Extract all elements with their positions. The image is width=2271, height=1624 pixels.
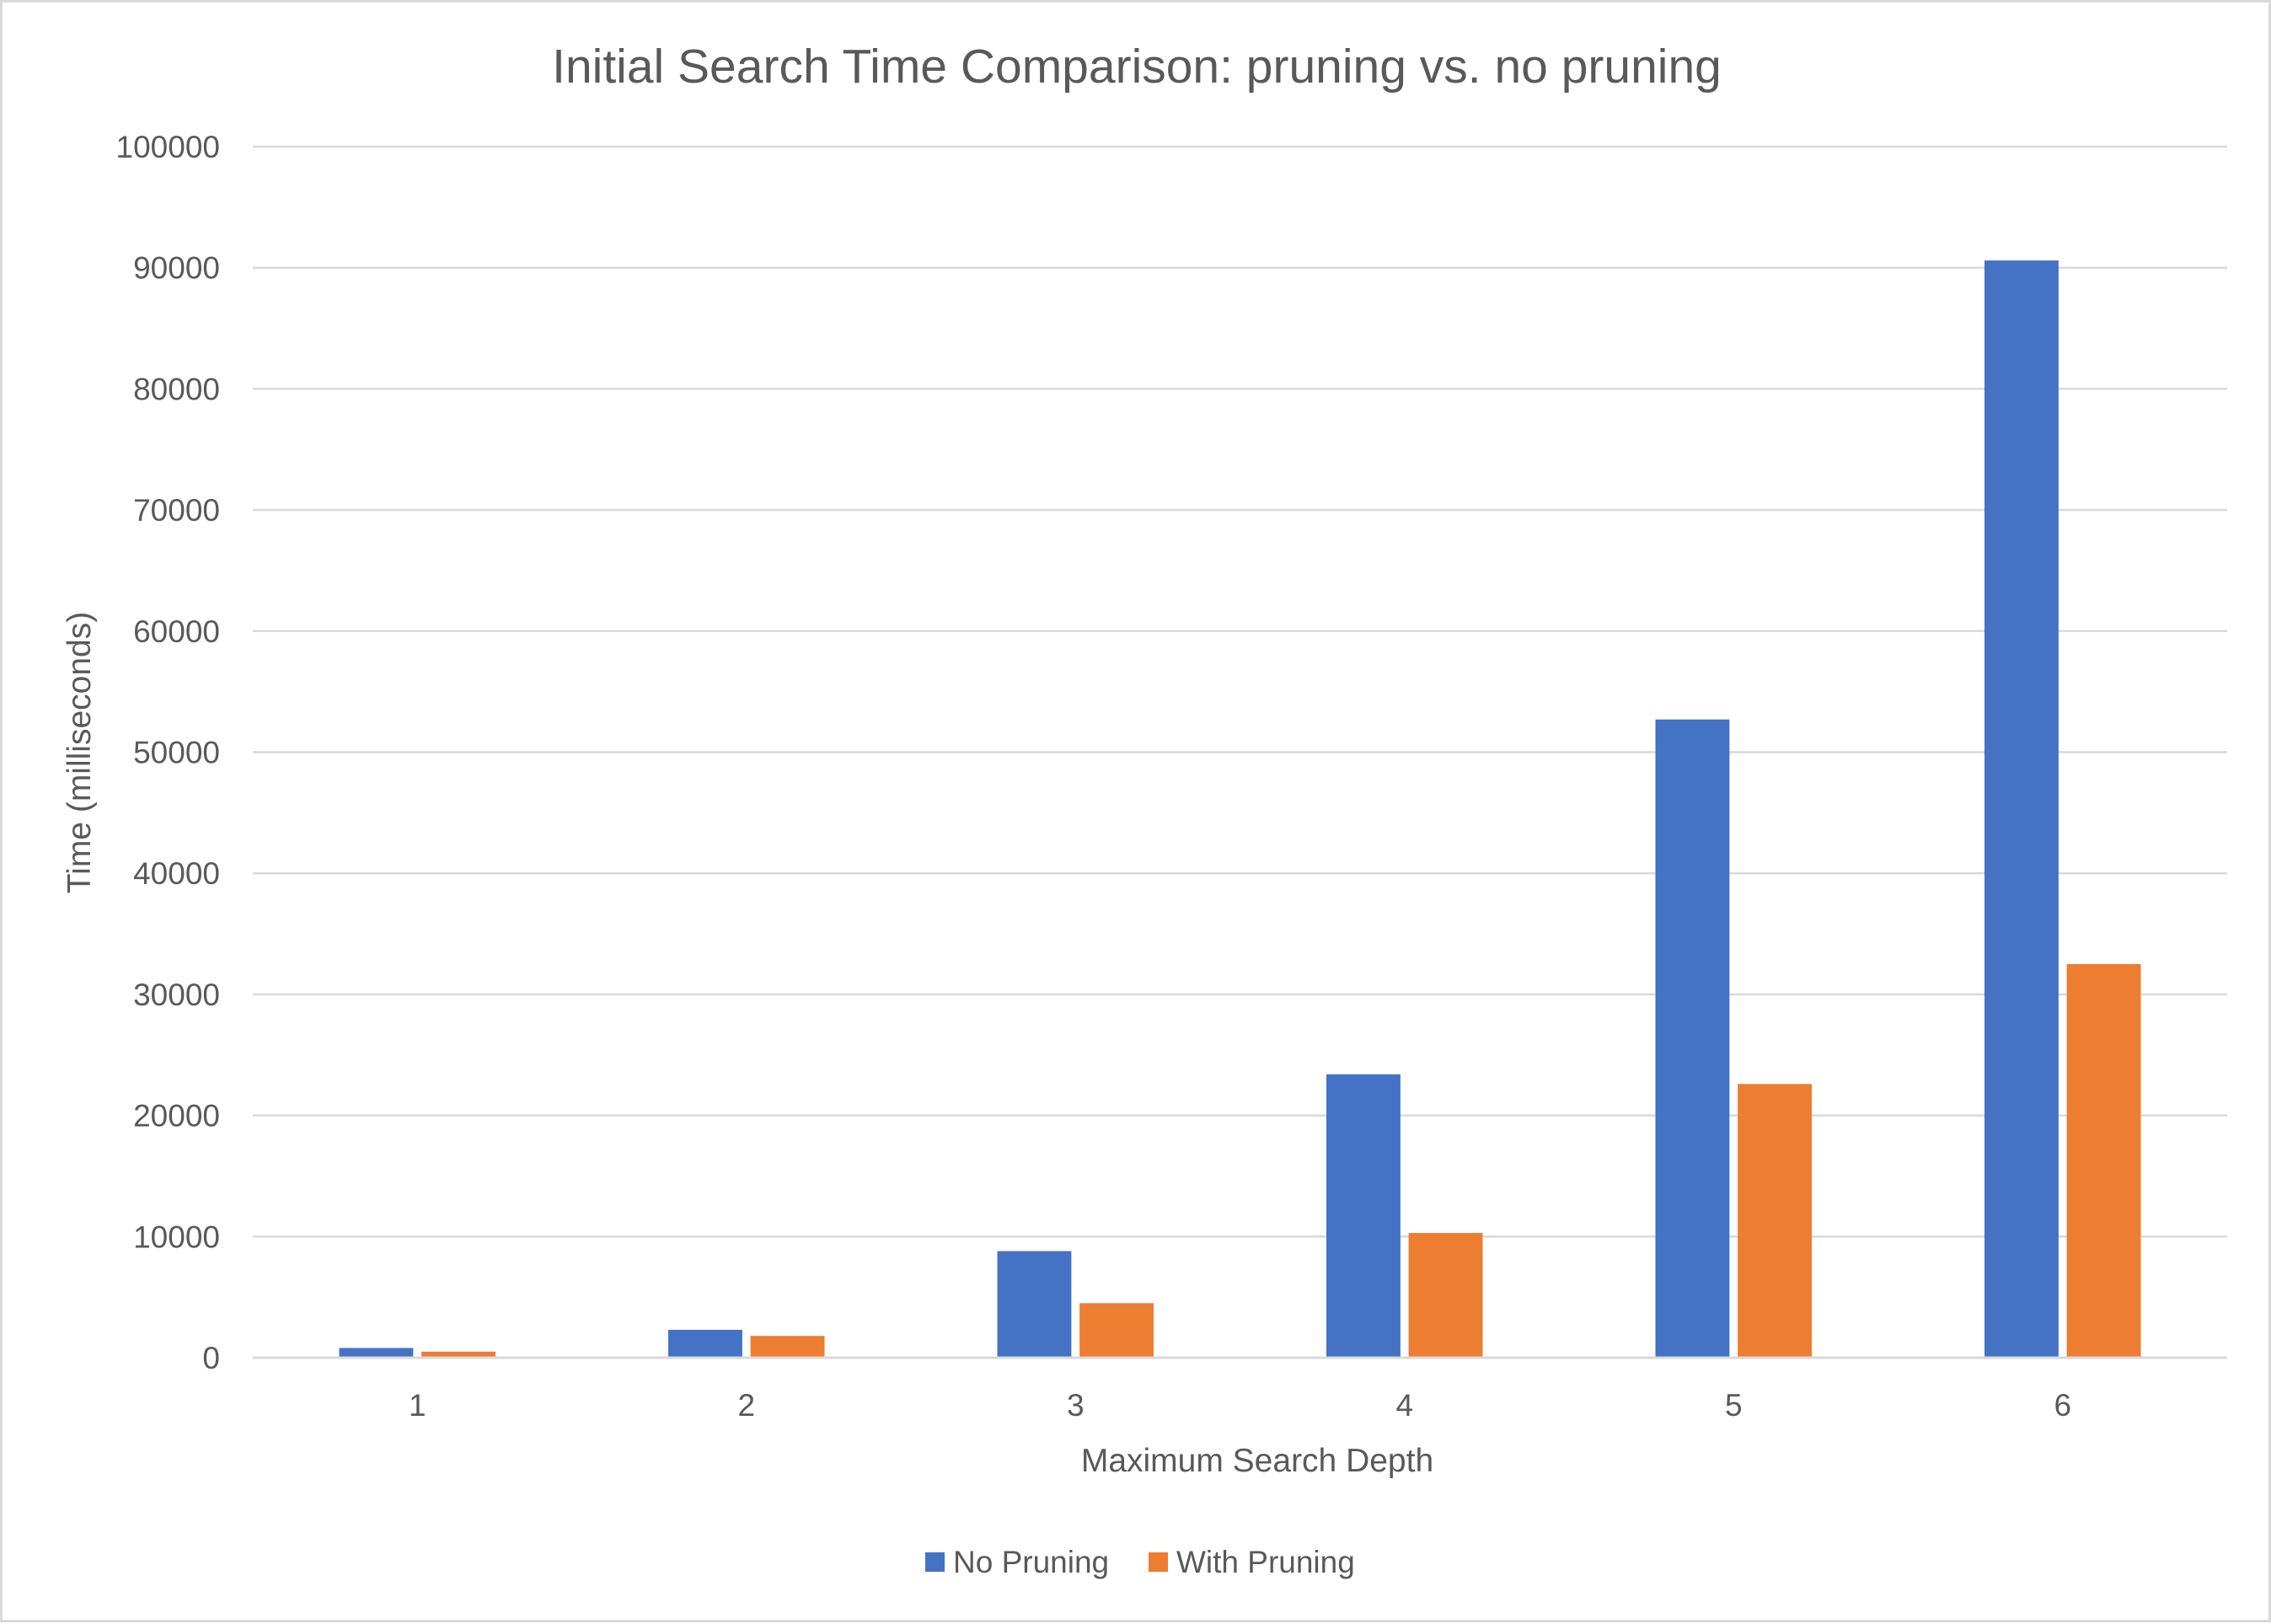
x-axis-title: Maximum Search Depth: [1081, 1443, 1433, 1479]
y-tick-label: 10000: [133, 1219, 220, 1254]
x-tick-label: 2: [737, 1388, 755, 1423]
legend-swatch: [1149, 1552, 1168, 1572]
bar-no-pruning: [339, 1348, 414, 1358]
bar-with-pruning: [750, 1336, 825, 1358]
legend-swatch: [925, 1552, 945, 1572]
y-tick-label: 60000: [133, 614, 220, 649]
x-tick-label: 6: [2054, 1388, 2071, 1423]
bar-with-pruning: [1738, 1084, 1812, 1358]
y-tick-label: 40000: [133, 856, 220, 891]
y-tick-label: 80000: [133, 372, 220, 406]
chart-title: Initial Search Time Comparison: pruning …: [552, 40, 1722, 94]
bar-no-pruning: [1655, 719, 1730, 1358]
x-axis-tick-labels: 1 2 3 4 5 6: [409, 1388, 2071, 1423]
y-tick-label: 50000: [133, 736, 220, 770]
y-tick-label: 100000: [116, 130, 220, 164]
y-tick-label: 0: [202, 1341, 220, 1375]
x-tick-label: 5: [1725, 1388, 1743, 1423]
legend: No Pruning With Pruning: [925, 1545, 1355, 1579]
bar-with-pruning: [421, 1351, 495, 1358]
bar-with-pruning: [1079, 1303, 1154, 1358]
bar-no-pruning: [1984, 260, 2059, 1358]
gridlines: [253, 145, 2227, 1238]
y-axis-tick-labels: 0 10000 20000 30000 40000 50000 60000 70000 8000…: [116, 130, 220, 1375]
bar-no-pruning: [997, 1251, 1072, 1358]
bar-chart: Initial Search Time Comparison: pruning …: [62, 40, 2227, 1579]
x-tick-label: 4: [1395, 1388, 1413, 1423]
bar-no-pruning: [1326, 1074, 1401, 1358]
legend-label: No Pruning: [953, 1545, 1109, 1579]
x-tick-label: 1: [409, 1388, 426, 1423]
bar-with-pruning: [1408, 1232, 1483, 1358]
x-tick-label: 3: [1067, 1388, 1085, 1423]
y-axis-title: Time (milliseconds): [62, 612, 98, 893]
bar-no-pruning: [668, 1329, 742, 1358]
bar-with-pruning: [2066, 963, 2141, 1358]
y-tick-label: 20000: [133, 1099, 220, 1134]
y-tick-label: 90000: [133, 251, 220, 286]
legend-label: With Pruning: [1176, 1545, 1355, 1579]
y-tick-label: 70000: [133, 493, 220, 528]
bars: [339, 260, 2141, 1358]
y-tick-label: 30000: [133, 978, 220, 1012]
